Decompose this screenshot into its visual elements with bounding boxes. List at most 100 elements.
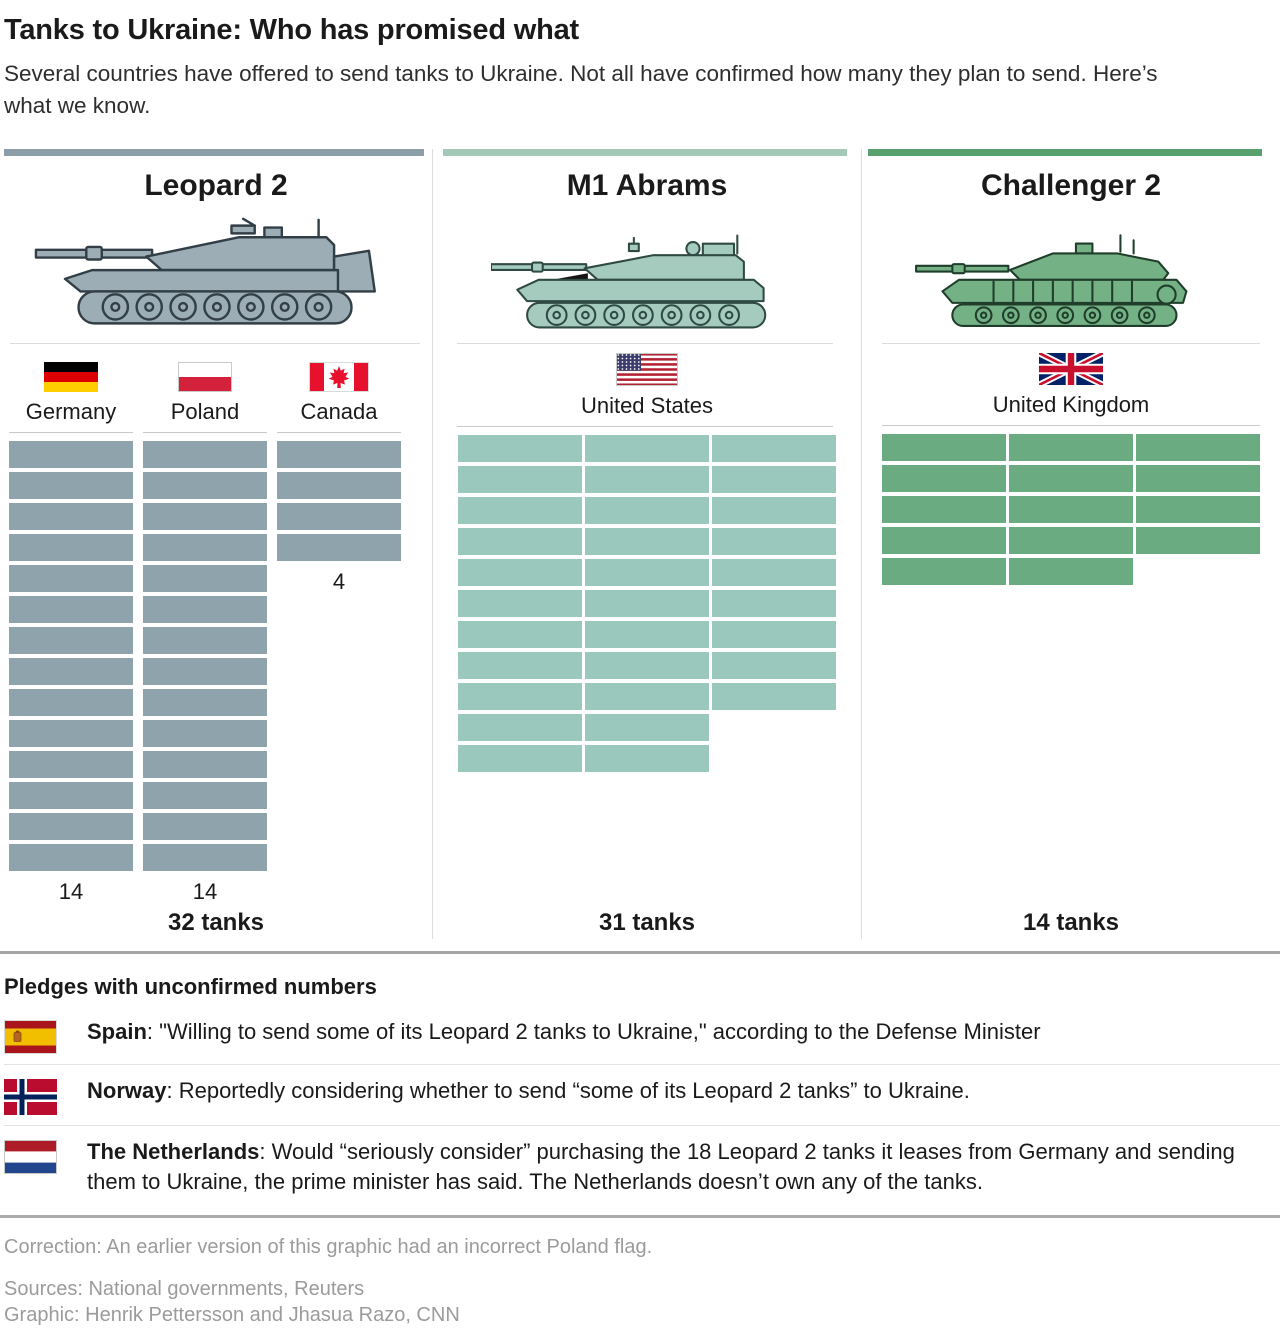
pledge-item-the-netherlands: The Netherlands: Would “seriously consid… xyxy=(4,1124,1280,1207)
tank-unit-tile xyxy=(1009,557,1133,585)
challenger-2-tank-illustration xyxy=(915,234,1188,327)
country-subcolumns: Germany 14 Poland 14 Canada 4 xyxy=(9,353,432,905)
tank-unit-tile xyxy=(143,564,267,592)
column-total: 32 tanks xyxy=(167,908,265,936)
tank-unit-tile xyxy=(585,713,709,741)
tank-unit-tile xyxy=(458,465,582,493)
pledge-flag xyxy=(4,1137,58,1174)
tank-column-leopard-2: Leopard 2 Germany 14 Poland 14 Canada 4 32 tan… xyxy=(0,148,432,939)
tank-unit-row xyxy=(458,589,836,617)
tank-unit-tile xyxy=(1009,433,1133,461)
flag-box xyxy=(433,352,861,386)
tank-unit-tile xyxy=(143,471,267,499)
tank-unit-tile xyxy=(1136,526,1260,554)
tank-unit-tile xyxy=(585,651,709,679)
tank-unit-tile xyxy=(9,595,133,623)
tanks-chart: Leopard 2 Germany 14 Poland 14 Canada 4 32 tan… xyxy=(0,148,1280,939)
pledge-text: Spain: "Willing to send some of its Leop… xyxy=(87,1017,1041,1047)
country-underline xyxy=(9,431,133,433)
pledge-description: : Reportedly considering whether to send… xyxy=(166,1077,970,1103)
pledge-description: : "Willing to send some of its Leopard 2… xyxy=(146,1018,1041,1044)
sources-note: Sources: National governments, Reuters Gr… xyxy=(4,1276,1280,1328)
tank-unit-tile xyxy=(1009,526,1133,554)
tank-unit-tile xyxy=(458,651,582,679)
tank-unit-row xyxy=(882,557,1260,585)
section-divider xyxy=(0,950,1280,954)
tank-unit-tile xyxy=(9,750,133,778)
tank-unit-tile xyxy=(277,440,401,468)
tank-unit-row xyxy=(458,620,836,648)
tank-unit-tile xyxy=(143,719,267,747)
tank-unit-tile xyxy=(9,533,133,561)
pledges-list: Spain: "Willing to send some of its Leop… xyxy=(0,1006,1280,1207)
tank-unit-tile xyxy=(585,496,709,524)
tank-unit-tile xyxy=(9,471,133,499)
tank-unit-tile xyxy=(585,465,709,493)
tank-unit-tile xyxy=(585,558,709,586)
pledge-flag xyxy=(4,1076,58,1115)
tank-divider xyxy=(457,342,833,344)
tank-unit-tile xyxy=(712,620,836,648)
tank-unit-tile xyxy=(1136,464,1260,492)
country-name: United States xyxy=(580,392,714,418)
correction-note: Correction: An earlier version of this g… xyxy=(4,1235,653,1258)
column-accent-bar xyxy=(868,148,1262,156)
pledge-item-norway: Norway: Reportedly considering whether t… xyxy=(4,1063,1280,1125)
pledge-description: : Would “seriously consider” purchasing … xyxy=(87,1138,1235,1194)
column-accent-bar xyxy=(4,148,424,156)
tank-unit-tile xyxy=(9,843,133,871)
country-count: 14 xyxy=(192,878,218,904)
tank-unit-tile xyxy=(143,688,267,716)
tank-unit-tile xyxy=(585,682,709,710)
tank-unit-tile xyxy=(712,682,836,710)
footer-divider xyxy=(0,1214,1280,1218)
tank-unit-row xyxy=(458,744,836,772)
pledge-country: The Netherlands xyxy=(87,1138,260,1164)
canada-flag-icon xyxy=(309,361,369,392)
country-subcolumn-germany: Germany 14 xyxy=(9,353,133,905)
country-underline xyxy=(882,424,1260,426)
tank-unit-tile xyxy=(9,719,133,747)
tank-illustration-wrap xyxy=(862,217,1280,335)
pledge-country: Spain xyxy=(87,1018,147,1044)
tank-unit-tile xyxy=(585,744,709,772)
norway-flag-icon xyxy=(4,1078,57,1115)
poland-flag-icon xyxy=(178,361,232,392)
tank-unit-tile xyxy=(585,620,709,648)
tank-name: Leopard 2 xyxy=(144,168,288,202)
tank-unit-tile xyxy=(712,527,836,555)
pledge-country: Norway xyxy=(87,1077,167,1103)
tank-unit-row xyxy=(458,527,836,555)
tank-unit-tile xyxy=(882,464,1006,492)
tank-unit-tile xyxy=(458,558,582,586)
flag-box xyxy=(9,361,133,392)
netherlands-flag-icon xyxy=(4,1139,57,1174)
spain-flag-icon xyxy=(4,1019,57,1054)
tank-unit-tile xyxy=(143,440,267,468)
tank-column-challenger-2: Challenger 2 United Kingdom 14 tanks xyxy=(861,148,1280,939)
tank-unit-row xyxy=(458,434,836,462)
tank-unit-tile xyxy=(143,502,267,530)
tank-unit-tile xyxy=(712,465,836,493)
tank-unit-tile xyxy=(143,595,267,623)
tank-illustration-wrap xyxy=(0,217,432,335)
tank-unit-tile xyxy=(712,496,836,524)
column-total: 31 tanks xyxy=(598,908,696,936)
tank-unit-tile xyxy=(277,502,401,530)
tank-unit-tile xyxy=(458,527,582,555)
tank-unit-tile xyxy=(712,434,836,462)
tank-unit-tile xyxy=(143,533,267,561)
tank-unit-tile xyxy=(9,688,133,716)
tank-unit-tile xyxy=(585,589,709,617)
tank-unit-row xyxy=(882,526,1260,554)
sources-line: Sources: National governments, Reuters xyxy=(4,1277,365,1300)
tank-unit-tile xyxy=(458,744,582,772)
tank-unit-grid xyxy=(9,440,133,871)
tank-unit-tile xyxy=(9,440,133,468)
country-name: Canada xyxy=(300,398,378,424)
tank-unit-tile xyxy=(458,434,582,462)
tank-divider xyxy=(10,342,420,344)
pledge-text: Norway: Reportedly considering whether t… xyxy=(87,1076,970,1106)
flag-box xyxy=(277,361,401,392)
pledge-item-spain: Spain: "Willing to send some of its Leop… xyxy=(4,1006,1280,1064)
